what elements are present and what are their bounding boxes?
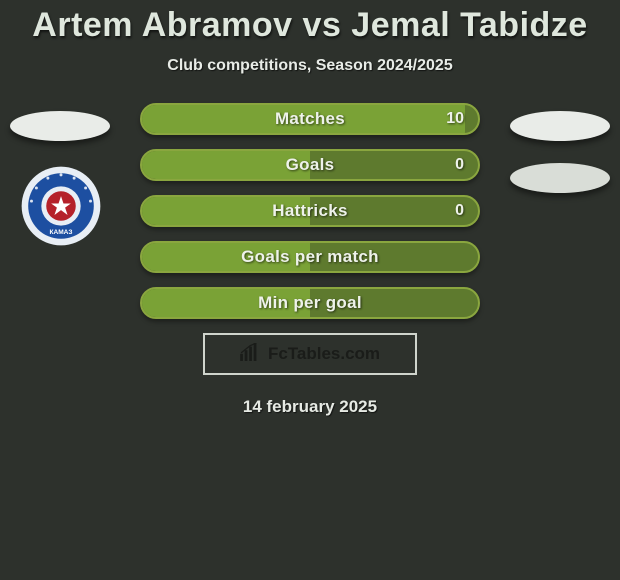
stat-row: Goals per match bbox=[140, 241, 480, 273]
stat-row: Goals0 bbox=[140, 149, 480, 181]
stat-label: Matches bbox=[142, 105, 478, 133]
stat-value: 10 bbox=[446, 105, 464, 133]
page-title: Artem Abramov vs Jemal Tabidze bbox=[0, 0, 620, 45]
brand-badge: FcTables.com bbox=[203, 333, 417, 375]
stat-label: Min per goal bbox=[142, 289, 478, 317]
snapshot-date: 14 february 2025 bbox=[0, 397, 620, 417]
svg-text:КАМАЗ: КАМАЗ bbox=[49, 229, 72, 236]
stat-value: 0 bbox=[455, 151, 464, 179]
stat-row: Hattricks0 bbox=[140, 195, 480, 227]
comparison-arena: КАМАЗ Matches10Goals0Hattricks0Goals per… bbox=[0, 103, 620, 323]
stat-label: Goals per match bbox=[142, 243, 478, 271]
chart-bars-icon bbox=[240, 343, 262, 366]
player-slot-left bbox=[10, 111, 110, 141]
stat-label: Hattricks bbox=[142, 197, 478, 225]
stat-value: 0 bbox=[455, 197, 464, 225]
club-badge-icon: КАМАЗ bbox=[20, 165, 102, 247]
stat-row: Min per goal bbox=[140, 287, 480, 319]
stat-label: Goals bbox=[142, 151, 478, 179]
player-slot-right-2 bbox=[510, 163, 610, 193]
subtitle: Club competitions, Season 2024/2025 bbox=[0, 57, 620, 75]
stat-row: Matches10 bbox=[140, 103, 480, 135]
stat-bars: Matches10Goals0Hattricks0Goals per match… bbox=[140, 103, 480, 333]
player-slot-right bbox=[510, 111, 610, 141]
brand-text: FcTables.com bbox=[268, 344, 380, 364]
